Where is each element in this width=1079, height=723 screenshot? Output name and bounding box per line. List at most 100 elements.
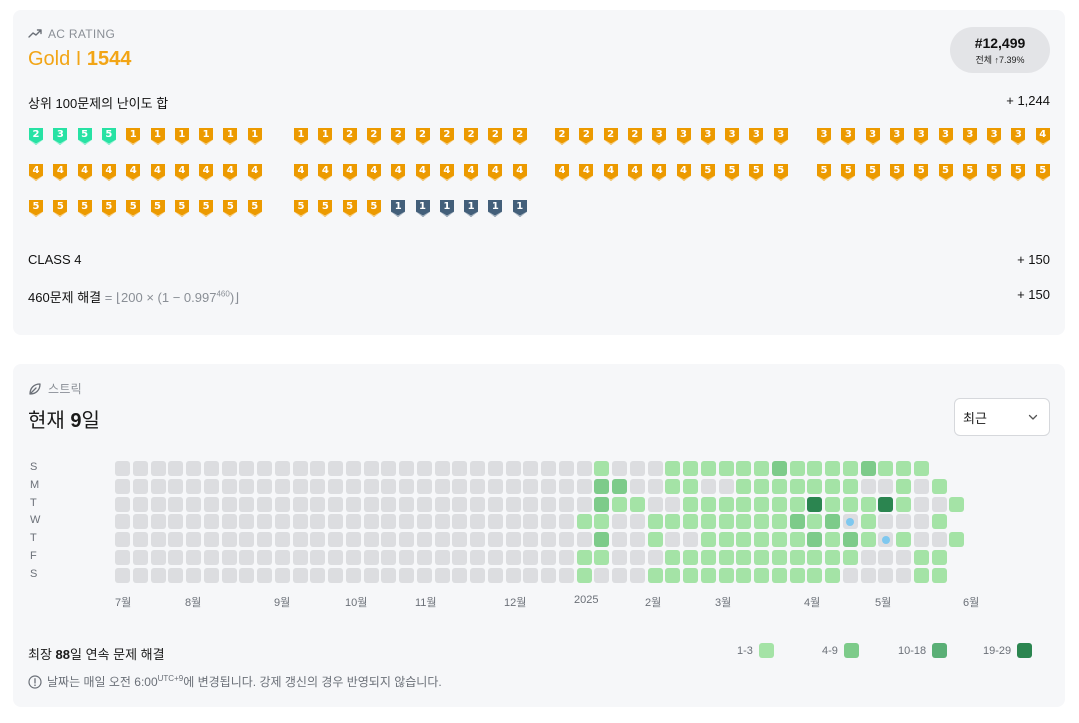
streak-cell-empty[interactable] [257,461,272,476]
streak-cell-solved[interactable] [665,461,681,476]
tier-badge-gold[interactable]: 5 [841,164,856,181]
streak-cell-empty[interactable] [558,550,574,565]
tier-badge-gold[interactable]: 5 [724,164,740,181]
tier-badge-platinum[interactable]: 5 [77,128,92,145]
tier-badge-gold[interactable]: 5 [101,200,117,217]
tier-badge-silver[interactable]: 1 [390,200,406,217]
streak-cell-solved[interactable] [594,532,610,548]
streak-cell-empty[interactable] [274,532,290,548]
streak-cell-solved[interactable] [807,550,823,565]
tier-badge-gold[interactable]: 4 [293,164,309,181]
tier-badge-gold[interactable]: 3 [889,128,905,145]
streak-cell-empty[interactable] [558,532,574,548]
streak-cell-solved[interactable] [789,514,805,530]
streak-cell-empty[interactable] [168,567,184,583]
tier-badge-gold[interactable]: 5 [1035,164,1050,181]
streak-cell-solved[interactable] [771,461,787,476]
tier-badge-gold[interactable]: 5 [247,200,262,217]
streak-cell-solved[interactable] [754,532,769,548]
streak-cell-empty[interactable] [434,496,450,512]
tier-badge-gold[interactable]: 5 [700,164,716,181]
tier-badge-gold[interactable]: 2 [463,128,479,145]
streak-cell-empty[interactable] [186,461,201,476]
streak-cell-solved[interactable] [754,567,769,583]
streak-cell-empty[interactable] [629,550,645,565]
streak-range-select[interactable]: 최근 [954,398,1050,436]
streak-cell-solved[interactable] [771,550,787,565]
tier-badge-silver[interactable]: 1 [439,200,455,217]
streak-cell-empty[interactable] [221,550,237,565]
tier-badge-gold[interactable]: 3 [841,128,856,145]
tier-badge-gold[interactable]: 5 [28,200,44,217]
streak-cell-solved[interactable] [878,461,894,476]
streak-cell-empty[interactable] [576,496,592,512]
streak-cell-empty[interactable] [718,478,734,494]
streak-cell-empty[interactable] [274,567,290,583]
tier-badge-silver[interactable]: 1 [463,200,479,217]
streak-cell-empty[interactable] [150,461,166,476]
streak-cell-empty[interactable] [470,532,485,548]
streak-cell-solved[interactable] [700,550,716,565]
streak-cell-empty[interactable] [665,532,681,548]
streak-cell-solved[interactable] [683,550,698,565]
streak-cell-empty[interactable] [594,567,610,583]
streak-cell-empty[interactable] [558,514,574,530]
streak-cell-solved[interactable] [736,567,752,583]
streak-cell-empty[interactable] [186,532,201,548]
streak-cell-empty[interactable] [612,550,627,565]
streak-cell-empty[interactable] [452,567,468,583]
streak-cell-empty[interactable] [132,550,148,565]
streak-cell-empty[interactable] [274,514,290,530]
tier-badge-gold[interactable]: 1 [223,128,238,145]
tier-badge-gold[interactable]: 3 [816,128,832,145]
streak-cell-empty[interactable] [399,567,414,583]
streak-cell-empty[interactable] [274,496,290,512]
streak-cell-empty[interactable] [470,461,485,476]
streak-cell-empty[interactable] [523,567,539,583]
streak-cell-empty[interactable] [168,478,184,494]
streak-cell-solved[interactable] [913,550,929,565]
streak-cell-empty[interactable] [896,550,911,565]
streak-cell-empty[interactable] [345,550,361,565]
streak-cell-empty[interactable] [257,496,272,512]
streak-cell-solved[interactable] [700,461,716,476]
streak-cell-empty[interactable] [878,514,894,530]
streak-cell-solved[interactable] [576,550,592,565]
streak-cell-empty[interactable] [505,532,521,548]
streak-cell-solved[interactable] [931,567,947,583]
streak-cell-solved[interactable] [665,550,681,565]
streak-cell-empty[interactable] [115,496,130,512]
streak-cell-empty[interactable] [913,514,929,530]
streak-cell-empty[interactable] [683,532,698,548]
tier-badge-gold[interactable]: 4 [77,164,92,181]
streak-cell-solved[interactable] [647,514,663,530]
streak-cell-empty[interactable] [150,550,166,565]
streak-cell-empty[interactable] [239,514,255,530]
tier-badge-gold[interactable]: 4 [342,164,357,181]
tier-badge-gold[interactable]: 4 [1035,128,1050,145]
tier-badge-gold[interactable]: 4 [463,164,479,181]
streak-cell-solved[interactable] [807,461,823,476]
streak-cell-solved[interactable] [842,461,858,476]
streak-cell-empty[interactable] [257,532,272,548]
streak-cell-empty[interactable] [292,478,308,494]
tier-badge-gold[interactable]: 5 [1011,164,1026,181]
streak-cell-empty[interactable] [487,461,503,476]
streak-cell-solved[interactable] [594,496,610,512]
streak-cell-empty[interactable] [115,532,130,548]
tier-badge-silver[interactable]: 1 [488,200,503,217]
streak-cell-empty[interactable] [345,567,361,583]
streak-cell-solved[interactable] [807,567,823,583]
streak-cell-empty[interactable] [292,567,308,583]
streak-cell-empty[interactable] [416,567,432,583]
streak-cell-empty[interactable] [381,567,397,583]
tier-badge-gold[interactable]: 4 [28,164,44,181]
streak-cell-solved[interactable] [612,496,627,512]
tier-badge-gold[interactable]: 5 [816,164,832,181]
tier-badge-gold[interactable]: 5 [77,200,92,217]
tier-badge-gold[interactable]: 5 [293,200,309,217]
streak-cell-empty[interactable] [523,514,539,530]
tier-badge-silver[interactable]: 1 [415,200,430,217]
streak-cell-empty[interactable] [150,496,166,512]
streak-cell-empty[interactable] [203,567,219,583]
